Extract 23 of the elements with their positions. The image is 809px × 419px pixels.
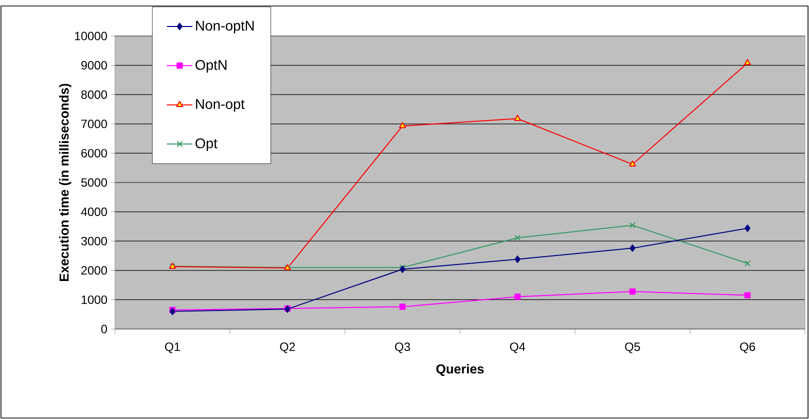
y-tick-label: 1000 [82,295,108,304]
y-tick-label: 5000 [81,178,108,187]
x-tick-label: Q5 [625,342,640,354]
legend-label: Opt [196,138,218,152]
y-tick-label: 8000 [81,90,108,99]
x-tick-label: Q1 [165,342,180,354]
y-tick-label: 10000 [75,32,107,40]
x-tick-label: Q3 [395,342,410,354]
x-axis-title: Queries [436,364,484,376]
x-tick-label: Q2 [280,342,295,354]
y-tick-label: 2000 [81,266,108,275]
legend-label: Non-opt [196,99,245,112]
x-tick-label: Q4 [510,342,526,354]
legend-label: OptN [196,60,226,73]
y-tick-label: 4000 [81,208,108,216]
y-tick-label: 0 [101,324,108,334]
y-tick-label: 9000 [81,61,108,70]
legend-label: Non-optN [196,20,254,34]
x-tick-label: Q6 [740,342,755,354]
y-tick-label: 3000 [81,236,108,246]
y-tick-label: 7000 [81,120,108,128]
y-axis-title: Execution time (in milliseconds) [59,84,72,281]
y-tick-label: 6000 [81,148,108,158]
